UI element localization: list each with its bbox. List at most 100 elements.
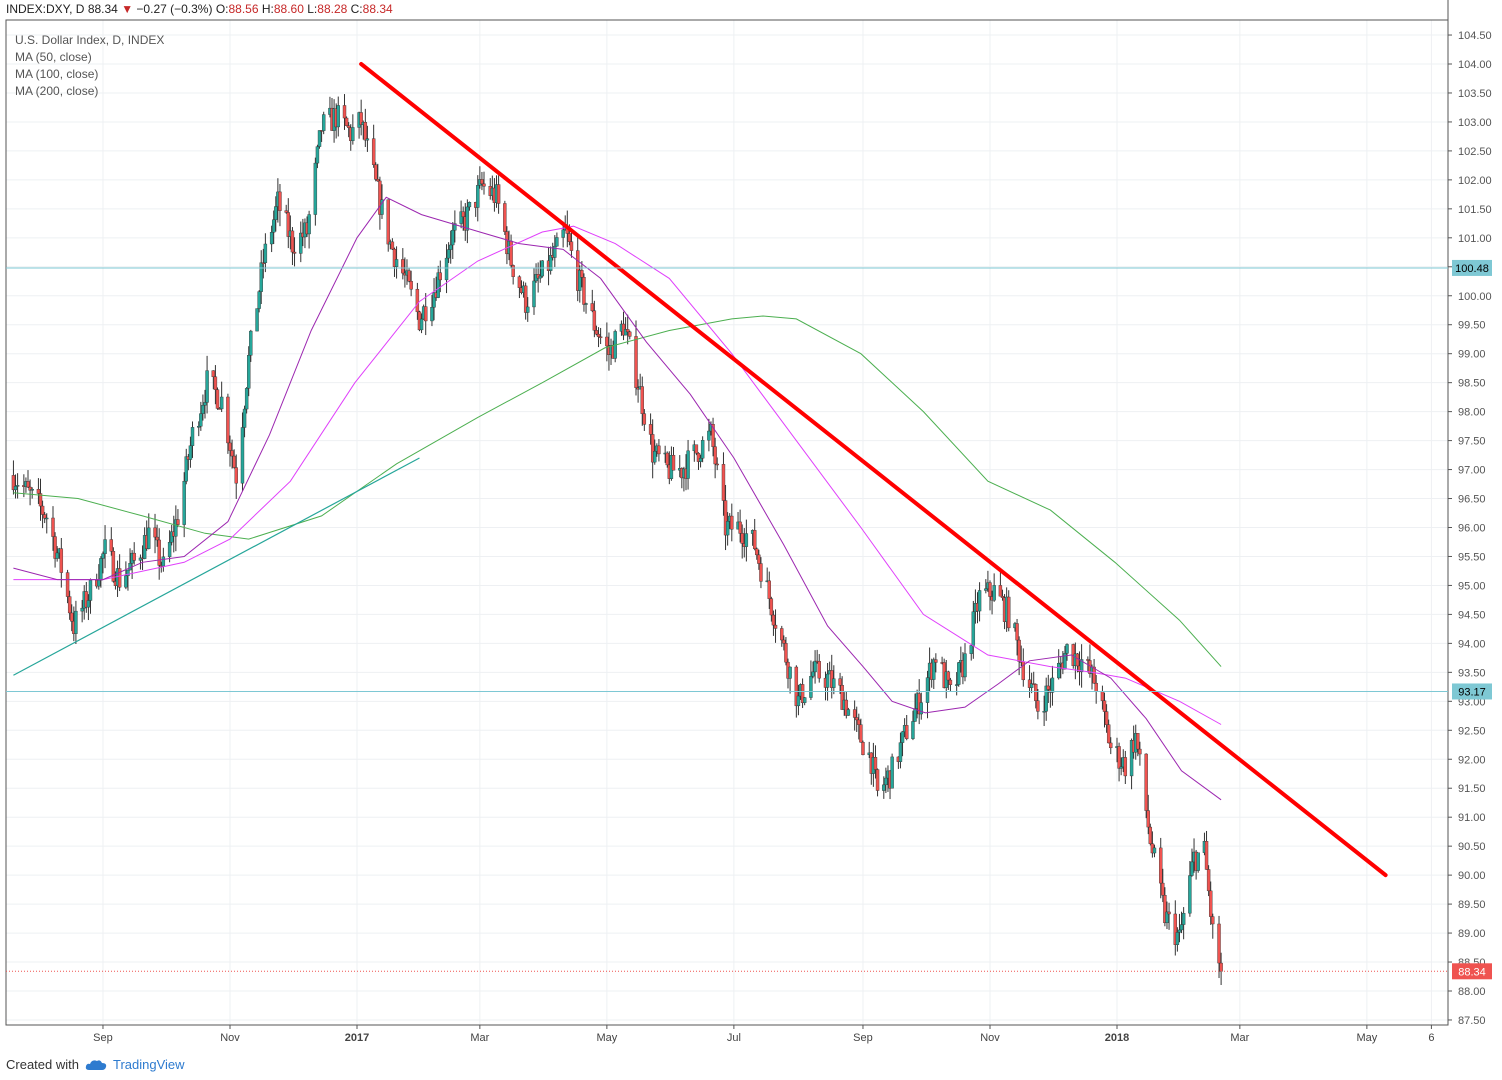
candle-body: [42, 514, 47, 519]
candle-body: [898, 742, 903, 762]
legend-ma50[interactable]: MA (50, close): [15, 50, 92, 64]
candle-body: [963, 653, 967, 678]
candle-body: [257, 291, 261, 309]
candle-body: [725, 521, 730, 536]
candle-body: [169, 531, 174, 543]
down-triangle-icon: ▼: [121, 2, 134, 16]
legend-title[interactable]: U.S. Dollar Index, D, INDEX: [15, 33, 165, 47]
candle: [392, 247, 397, 277]
candle: [351, 114, 355, 145]
tradingview-brand[interactable]: TradingView: [112, 1057, 185, 1072]
candle: [946, 670, 951, 690]
candle-body: [857, 719, 861, 725]
candle-body: [1196, 852, 1200, 871]
level-marker-box: [1452, 259, 1492, 276]
candle: [226, 393, 230, 454]
legend-ma200[interactable]: MA (200, close): [15, 84, 99, 98]
candle: [1050, 665, 1055, 706]
candle-body: [1148, 826, 1153, 844]
candle: [28, 479, 32, 506]
candle: [451, 222, 455, 260]
candle-body: [538, 275, 542, 279]
candle-body: [846, 709, 851, 716]
candle: [963, 643, 967, 682]
candle: [155, 524, 159, 547]
y-tick-label: 102.50: [1458, 146, 1492, 158]
candle: [859, 718, 863, 743]
candle: [665, 451, 669, 468]
candle-body: [957, 662, 961, 685]
candle: [344, 116, 349, 127]
candle-body: [594, 330, 599, 335]
candle: [598, 327, 603, 345]
uptrend-line: [13, 457, 420, 676]
candle-body: [278, 191, 282, 211]
candle: [1204, 830, 1209, 870]
candle: [548, 246, 553, 275]
candle: [290, 227, 295, 266]
candle: [1079, 644, 1084, 688]
candle: [419, 313, 424, 334]
candle: [249, 329, 253, 362]
candle: [977, 582, 982, 622]
candle-body: [371, 138, 376, 165]
candle: [707, 418, 711, 452]
candle: [904, 714, 909, 741]
candle: [153, 513, 157, 554]
candle-body: [407, 270, 411, 282]
candle-body: [40, 505, 45, 515]
candle: [1036, 688, 1040, 720]
y-tick-label: 100.00: [1458, 291, 1492, 303]
candle: [436, 265, 440, 299]
y-tick-label: 98.50: [1458, 378, 1486, 390]
level-marker-label: 100.48: [1455, 263, 1489, 275]
candle: [932, 657, 936, 690]
legend-ma100[interactable]: MA (100, close): [15, 67, 99, 81]
candle: [147, 513, 151, 550]
candle-body: [523, 285, 528, 313]
candle-body: [998, 585, 1003, 597]
candle-body: [840, 685, 844, 710]
candle-body: [365, 138, 370, 141]
candle-body: [436, 272, 440, 298]
candle-body: [526, 306, 530, 313]
candle-body: [948, 679, 953, 685]
candle-body: [1034, 684, 1038, 701]
candle: [203, 389, 207, 419]
candle-body: [580, 270, 584, 278]
candle-body: [1109, 742, 1113, 749]
high-value: 88.60: [273, 2, 304, 16]
candle-body: [686, 450, 690, 479]
candle-body: [363, 122, 368, 141]
candle: [759, 557, 763, 589]
candle: [817, 654, 821, 683]
candle: [97, 564, 101, 590]
candle-body: [625, 329, 630, 333]
candles: [11, 94, 1223, 986]
candle: [336, 96, 340, 137]
y-tick-label: 90.50: [1458, 841, 1486, 853]
candle-body: [176, 519, 180, 525]
candle-body: [1007, 596, 1011, 629]
candle-body: [1219, 962, 1223, 972]
candle: [784, 637, 788, 666]
candle-body: [977, 590, 982, 612]
candle: [242, 405, 247, 438]
candle: [780, 625, 784, 647]
candle: [201, 394, 205, 421]
x-tick-label: Nov: [980, 1032, 1000, 1044]
candle: [1146, 794, 1150, 835]
candle: [394, 246, 399, 279]
candle: [378, 176, 382, 230]
candle-body: [738, 521, 742, 534]
candle: [286, 198, 290, 249]
tradingview-cloud-icon[interactable]: [85, 1059, 107, 1071]
candle-body: [904, 725, 909, 739]
candle-body: [650, 434, 655, 463]
candle-body: [55, 552, 59, 559]
candle-body: [424, 306, 428, 322]
candle: [109, 527, 114, 556]
x-tick-label: Sep: [853, 1032, 873, 1044]
candle: [657, 439, 661, 462]
